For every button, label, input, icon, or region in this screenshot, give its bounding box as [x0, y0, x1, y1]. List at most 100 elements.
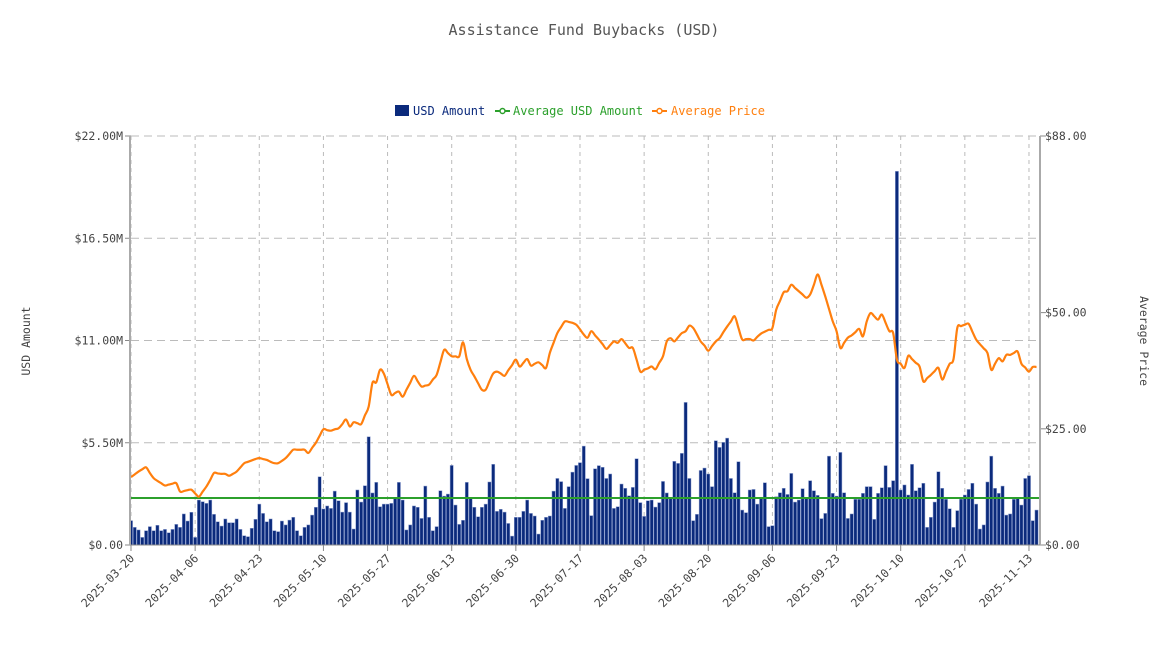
x-tick-label: 2025-06-30	[463, 551, 522, 610]
bar-usd-amount	[314, 507, 318, 546]
bar-usd-amount	[785, 494, 790, 546]
bar-usd-amount	[242, 535, 247, 546]
bar-usd-amount	[736, 461, 741, 546]
bar-usd-amount	[970, 483, 975, 546]
bar-usd-amount	[298, 535, 303, 546]
bar-usd-amount	[642, 516, 646, 546]
bar-usd-amount	[959, 498, 963, 546]
bar-usd-amount	[140, 537, 145, 546]
bar-usd-amount	[412, 505, 416, 546]
bar-usd-amount	[638, 502, 643, 546]
bar-usd-amount	[332, 490, 337, 546]
legend-item-average-usd-amount[interactable]: Average USD Amount	[495, 104, 643, 118]
bar-usd-amount	[661, 481, 665, 546]
bar-usd-amount	[608, 473, 613, 546]
bar-usd-amount	[687, 478, 692, 546]
bar-usd-amount	[932, 501, 937, 546]
bar-usd-amount	[559, 481, 563, 546]
bar-usd-amount	[702, 467, 707, 546]
bar-usd-amount	[461, 520, 465, 546]
bar-usd-amount	[578, 462, 582, 546]
bar-usd-amount	[563, 508, 567, 546]
bar-usd-amount	[868, 486, 873, 546]
bar-usd-amount	[774, 496, 779, 546]
bar-usd-amount	[947, 508, 952, 546]
bar-usd-amount	[849, 513, 854, 546]
bar-usd-amount	[453, 504, 458, 546]
x-tick-label: 2025-07-17	[527, 551, 586, 610]
x-tick-label: 2025-09-06	[720, 551, 779, 610]
bar-usd-amount	[174, 524, 179, 546]
y-axis-title-left: USD Amount	[19, 306, 33, 375]
legend: USD Amount Average USD Amount Average Pr…	[395, 104, 765, 118]
bar-usd-amount	[219, 525, 224, 546]
bar-usd-amount	[823, 513, 828, 546]
y-tick-label-right: $88.00	[1045, 129, 1087, 143]
bar-usd-amount	[408, 524, 413, 546]
bar-usd-amount	[1012, 499, 1016, 546]
bar-usd-amount	[378, 506, 382, 546]
bar-usd-amount	[366, 436, 371, 546]
y-axis-title-right: Average Price	[1137, 296, 1151, 386]
bar-usd-amount	[778, 492, 782, 546]
bar-usd-amount	[257, 503, 262, 546]
x-tick-label: 2025-09-23	[784, 551, 843, 610]
bar-usd-amount	[846, 518, 850, 546]
bar-usd-amount	[347, 511, 352, 546]
bar-usd-amount	[555, 478, 560, 546]
bar-usd-amount	[227, 522, 231, 546]
legend-swatch-usd-amount	[395, 105, 409, 116]
bar-usd-amount	[253, 519, 258, 546]
bar-usd-amount	[653, 506, 658, 546]
bar-usd-amount	[1027, 475, 1031, 546]
legend-item-usd-amount[interactable]: USD Amount	[395, 104, 485, 118]
bar-usd-amount	[532, 515, 537, 546]
x-tick-label: 2025-11-13	[976, 551, 1035, 610]
x-tick-label: 2025-04-23	[207, 551, 266, 610]
bar-usd-amount	[864, 486, 869, 546]
bar-usd-amount	[989, 455, 994, 546]
legend-item-average-price[interactable]: Average Price	[652, 104, 765, 118]
y-tick-label-right: $50.00	[1045, 306, 1087, 320]
bar-usd-amount	[208, 499, 213, 546]
bar-usd-amount	[706, 473, 711, 546]
bar-usd-amount	[502, 511, 507, 546]
bar-usd-amount	[197, 499, 201, 546]
bar-usd-amount	[910, 464, 914, 546]
bar-usd-amount	[423, 485, 428, 546]
bar-usd-amount	[223, 518, 228, 546]
bar-usd-amount	[351, 528, 356, 546]
bar-usd-amount	[763, 482, 767, 546]
bar-usd-amount	[397, 482, 401, 546]
bar-usd-amount	[272, 530, 277, 546]
bar-usd-amount	[178, 527, 182, 546]
bar-usd-amount	[974, 503, 979, 546]
bar-usd-amount	[691, 520, 696, 546]
bar-usd-amount	[781, 488, 786, 546]
bar-usd-amount	[740, 509, 745, 546]
bar-usd-amount	[302, 527, 307, 546]
bar-usd-amount	[834, 495, 839, 546]
bar-usd-amount	[246, 536, 250, 546]
bar-usd-amount	[264, 521, 269, 546]
bar-usd-amount	[276, 531, 280, 546]
bar-usd-amount	[1023, 478, 1028, 546]
bar-usd-amount	[517, 517, 522, 546]
bar-usd-amount	[547, 515, 552, 546]
bar-usd-amount	[189, 512, 194, 546]
bar-usd-amount	[295, 530, 299, 546]
bar-usd-amount	[464, 482, 469, 546]
bar-usd-amount	[181, 513, 186, 546]
legend-label-average-usd-amount: Average USD Amount	[513, 104, 643, 118]
x-tick-label: 2025-03-20	[78, 551, 137, 610]
x-tick-label: 2025-05-27	[335, 551, 394, 610]
bar-usd-amount	[853, 499, 858, 546]
bar-usd-amount	[649, 499, 654, 546]
bar-usd-amount	[698, 470, 703, 546]
bar-usd-amount	[268, 518, 273, 546]
bar-usd-amount	[574, 465, 579, 546]
bar-usd-amount	[721, 442, 726, 546]
bar-usd-amount	[619, 483, 624, 546]
bar-usd-amount	[944, 499, 948, 546]
bar-usd-amount	[796, 499, 801, 546]
